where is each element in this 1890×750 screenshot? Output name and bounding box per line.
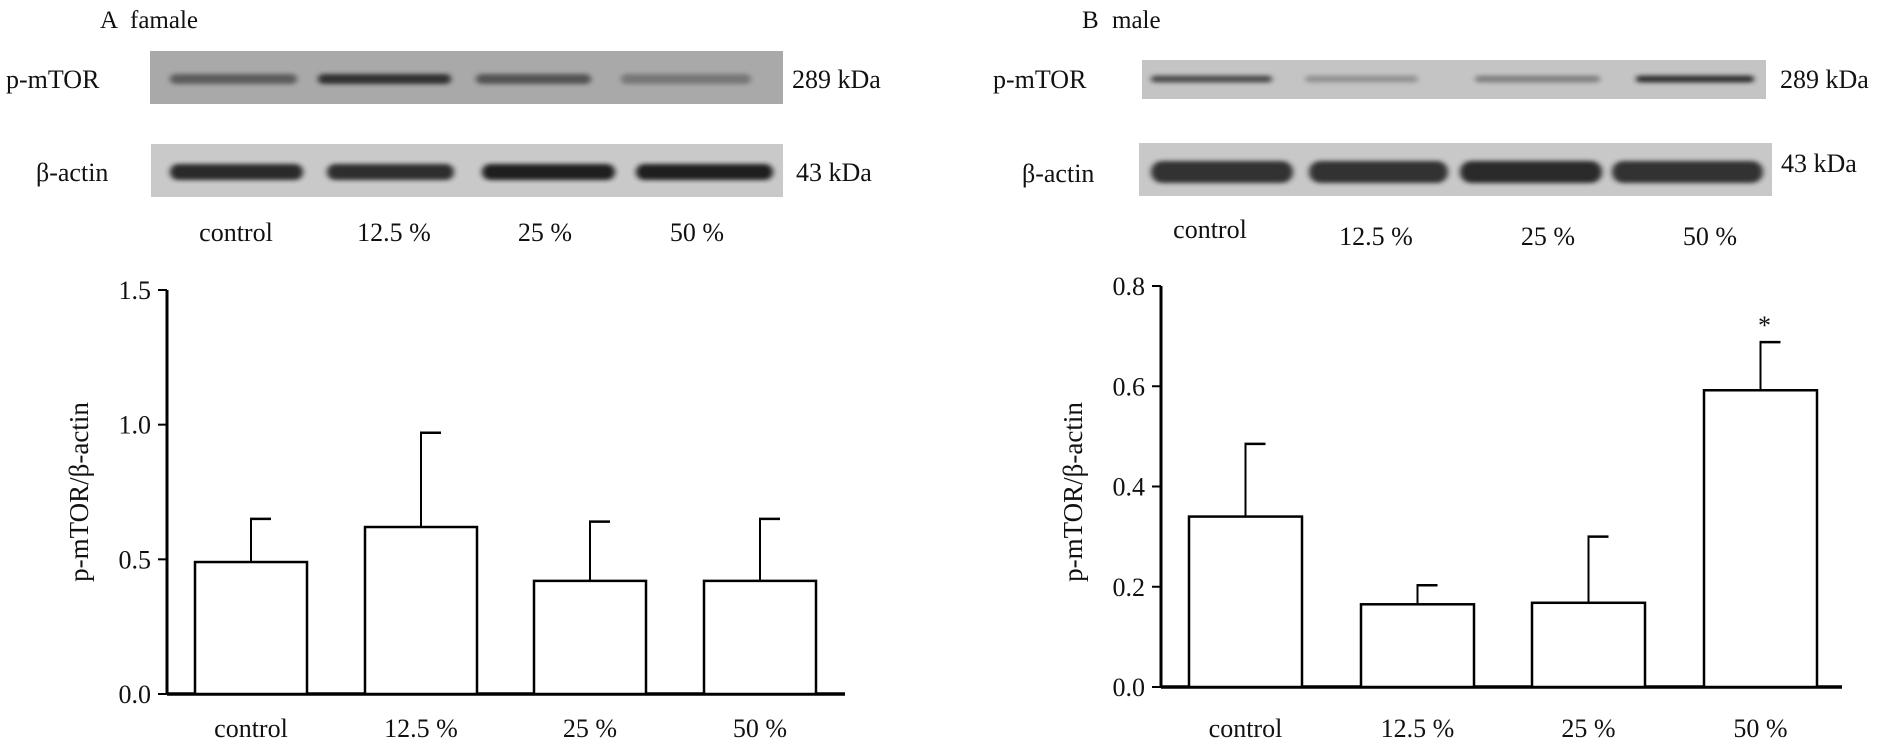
panel-a-band xyxy=(170,164,303,180)
panel-b-band xyxy=(1636,75,1754,83)
panel-a-title: famale xyxy=(130,7,198,34)
panel-b-lane-label: 25 % xyxy=(1521,222,1575,251)
panel-b-title: male xyxy=(1112,7,1161,34)
panel-a-y-tick-label: 0.5 xyxy=(119,545,152,574)
panel-b-letter: B xyxy=(1082,7,1099,34)
panel-a-band xyxy=(621,74,751,84)
panel-a-band xyxy=(318,74,451,84)
panel-b-y-tick-label: 0.8 xyxy=(1113,272,1146,301)
panel-a-lane-label: 12.5 % xyxy=(357,218,431,247)
panel-b-pmtor-size: 289 kDa xyxy=(1780,65,1869,94)
panel-b-x-tick-label: 50 % xyxy=(1733,714,1787,743)
panel-a-y-tick-label: 1.5 xyxy=(119,276,152,305)
panel-a-x-tick-label: 50 % xyxy=(733,714,787,743)
panel-b-bar xyxy=(1187,515,1304,689)
panel-a-y-tick-label: 1.0 xyxy=(119,411,152,440)
panel-a-lane-label: 25 % xyxy=(518,218,572,247)
panel-a-bar xyxy=(363,525,479,696)
panel-b-lane-label: 50 % xyxy=(1683,222,1737,251)
panel-a-band xyxy=(482,164,615,180)
panel-b-band xyxy=(1151,75,1272,83)
panel-b-actin-label: β-actin xyxy=(1022,159,1094,188)
panel-b-pmtor-label: p-mTOR xyxy=(993,65,1087,94)
panel-b-x-tick-label: control xyxy=(1209,714,1283,743)
panel-a-band xyxy=(476,74,591,84)
panel-b-lane-label: control xyxy=(1173,215,1247,244)
panel-a-bar xyxy=(702,579,818,696)
panel-b-bar xyxy=(1359,603,1476,689)
panel-a-pmtor-size: 289 kDa xyxy=(792,65,881,94)
panel-a-pmtor-label: p-mTOR xyxy=(6,65,100,94)
panel-a-y-tick-label: 0.0 xyxy=(119,680,152,709)
panel-a-x-tick-label: 25 % xyxy=(563,714,617,743)
panel-b-y-tick-label: 0.2 xyxy=(1113,573,1146,602)
panel-a-band xyxy=(636,164,773,180)
panel-a-x-tick-label: control xyxy=(214,714,288,743)
panel-a-bar xyxy=(193,560,309,696)
panel-a-x-tick-label: 12.5 % xyxy=(384,714,458,743)
panel-b-x-tick-label: 25 % xyxy=(1561,714,1615,743)
panel-b-x-tick-label: 12.5 % xyxy=(1381,714,1455,743)
panel-b-significance-mark: * xyxy=(1758,311,1771,340)
panel-b-lane-label: 12.5 % xyxy=(1339,222,1413,251)
panel-b-y-tick-label: 0.4 xyxy=(1113,473,1146,502)
panel-b-bar xyxy=(1702,389,1819,689)
panel-a-letter: A xyxy=(100,7,118,34)
panel-a-lane-label: control xyxy=(199,218,273,247)
panel-b-band xyxy=(1460,161,1602,183)
panel-b-band xyxy=(1309,161,1448,183)
panel-b-bar xyxy=(1530,601,1647,689)
panel-b-y-tick-label: 0.6 xyxy=(1113,372,1146,401)
panel-b-actin-size: 43 kDa xyxy=(1781,149,1857,178)
panel-b-band xyxy=(1612,161,1763,183)
panel-a-lane-label: 50 % xyxy=(670,218,724,247)
panel-b-band xyxy=(1151,161,1293,183)
panel-b-y-tick-label: 0.0 xyxy=(1113,673,1146,702)
panel-b-ylabel: p-mTOR/β-actin xyxy=(1058,402,1088,582)
panel-a-actin-label: β-actin xyxy=(36,158,108,187)
panel-b-band xyxy=(1475,75,1600,83)
panel-a-bar xyxy=(532,579,648,696)
panel-a-band xyxy=(170,74,297,84)
panel-a-actin-size: 43 kDa xyxy=(796,158,872,187)
panel-a-ylabel: p-mTOR/β-actin xyxy=(64,402,94,582)
panel-a-band xyxy=(327,164,454,180)
panel-b-band xyxy=(1305,75,1418,83)
